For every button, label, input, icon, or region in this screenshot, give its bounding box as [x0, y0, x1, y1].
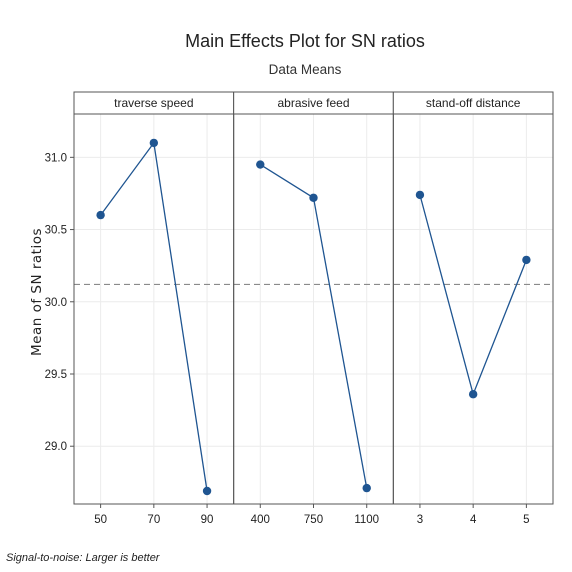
x-tick-label: 4 [470, 514, 477, 526]
panel-label: stand-off distance [426, 96, 521, 110]
x-tick-label: 3 [417, 514, 423, 526]
x-tick-label: 5 [523, 514, 529, 526]
plot-area: traverse speed 50 70 90 abrasive feed 400 750 1… [45, 91, 554, 526]
data-point [256, 160, 265, 169]
data-point [309, 193, 318, 202]
data-point [149, 138, 159, 148]
data-point [522, 255, 531, 265]
y-tick-label: 29.0 [45, 441, 67, 453]
panel-label: abrasive feed [277, 96, 349, 110]
x-tick-label: 50 [94, 514, 107, 526]
x-tick-label: 750 [304, 514, 323, 526]
chart-title: Main Effects Plot for SN ratios [185, 31, 425, 51]
data-point [415, 190, 425, 200]
y-tick-label: 31.0 [45, 152, 67, 164]
y-tick-label: 30.0 [45, 297, 67, 309]
panel-label: traverse speed [114, 96, 193, 110]
x-tick-label: 1100 [354, 514, 379, 526]
y-tick-label: 30.5 [45, 225, 67, 237]
footnote: Signal-to-noise: Larger is better [6, 552, 161, 564]
chart-subtitle: Data Means [269, 62, 342, 77]
data-point [362, 483, 371, 493]
data-point [202, 486, 212, 496]
data-point [468, 390, 478, 399]
x-tick-label: 400 [251, 514, 270, 526]
y-tick-label: 29.5 [45, 369, 67, 381]
x-tick-label: 90 [201, 514, 214, 526]
y-axis-label: Mean of SN ratios [29, 228, 45, 356]
data-point [96, 210, 105, 220]
x-tick-label: 70 [147, 514, 160, 526]
